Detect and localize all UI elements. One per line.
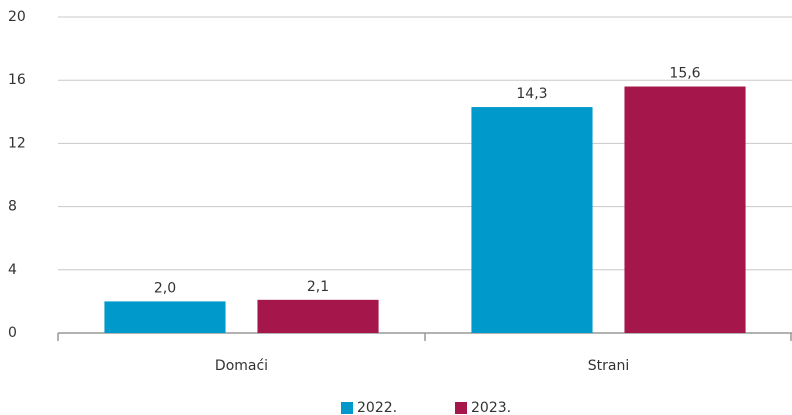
bar [471,107,593,333]
y-tick-label: 12 [8,135,26,151]
bar [624,86,746,334]
data-label: 14,3 [516,86,547,102]
x-tick-label: Domaći [215,358,268,374]
legend-label: 2023. [471,400,511,415]
data-label: 2,0 [154,280,176,296]
y-tick-label: 20 [8,9,26,25]
x-tick-label: Strani [588,358,629,374]
y-tick-label: 4 [8,262,17,278]
y-tick-label: 16 [8,72,26,88]
data-label: 2,1 [307,279,329,295]
legend-swatch [455,402,467,414]
legend-swatch [341,402,353,414]
data-label: 15,6 [669,66,700,82]
bar [104,301,226,333]
bar [257,299,379,333]
y-tick-label: 8 [8,199,17,215]
y-tick-label: 0 [8,325,17,341]
legend-label: 2022. [357,400,397,415]
